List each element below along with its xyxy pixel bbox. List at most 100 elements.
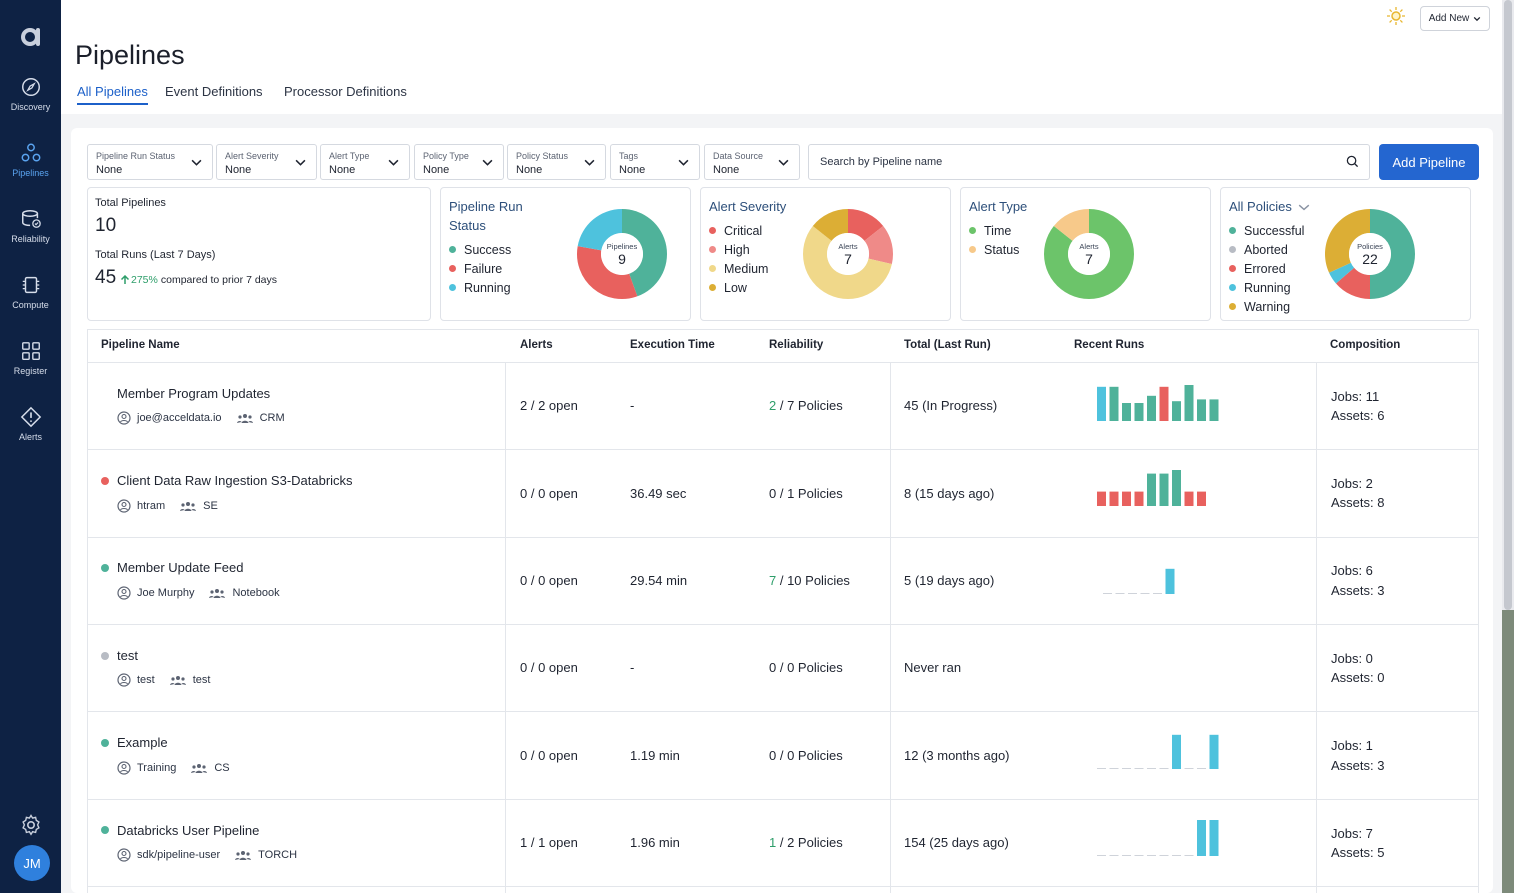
acceldata-logo[interactable] (16, 22, 46, 52)
col-header-total-last-run[interactable]: Total (Last Run) (904, 339, 991, 351)
filter-pipeline-run-status[interactable]: Pipeline Run Status None (87, 144, 213, 180)
col-header-alerts[interactable]: Alerts (520, 339, 553, 351)
reliability-cell[interactable]: 2 / 7 Policies (769, 398, 843, 413)
page-scrollbar[interactable] (1502, 0, 1514, 893)
filter-alert-type[interactable]: Alert Type None (320, 144, 410, 180)
recent-run-bar[interactable] (1172, 401, 1181, 421)
nav-alerts[interactable]: Alerts (0, 406, 61, 466)
reliability-cell[interactable]: 7 / 10 Policies (769, 573, 850, 588)
donut-slice-medium[interactable] (803, 225, 892, 299)
reliability-cell[interactable]: 0 / 0 Policies (769, 748, 843, 763)
recent-run-bar[interactable] (1209, 820, 1219, 856)
donut-slice-low[interactable] (812, 209, 848, 241)
col-header-recent-runs[interactable]: Recent Runs (1074, 339, 1145, 351)
nav-discovery[interactable]: Discovery (0, 76, 61, 136)
recent-run-bar[interactable] (1197, 399, 1206, 421)
nav-register[interactable]: Register (0, 340, 61, 400)
recent-run-bar[interactable] (1165, 568, 1175, 594)
pipeline-name[interactable]: test (117, 648, 138, 663)
pipeline-name[interactable]: Member Program Updates (117, 386, 271, 401)
user-avatar[interactable]: JM (14, 845, 50, 881)
legend-dot (709, 227, 716, 234)
recent-runs-chart[interactable] (1094, 383, 1244, 423)
theme-sun-icon[interactable] (1386, 6, 1406, 26)
donut-slice-successful[interactable] (1370, 209, 1415, 299)
tab-event-definitions[interactable]: Event Definitions (165, 84, 263, 99)
recent-run-bar[interactable] (1172, 734, 1181, 769)
recent-run-bar[interactable] (1159, 473, 1169, 506)
donut-slice-failure[interactable] (577, 246, 638, 299)
recent-run-bar[interactable] (1147, 395, 1156, 421)
recent-run-bar[interactable] (1209, 734, 1219, 769)
policies-title[interactable]: All Policies (1229, 197, 1310, 216)
tab-processor-definitions[interactable]: Processor Definitions (284, 84, 407, 99)
add-pipeline-button[interactable]: Add Pipeline (1379, 144, 1479, 180)
recent-run-bar[interactable] (1109, 491, 1119, 506)
recent-run-bar[interactable] (1134, 403, 1144, 421)
reliability-cell[interactable]: 0 / 1 Policies (769, 486, 843, 501)
search-input[interactable] (809, 145, 1339, 179)
recent-run-bar[interactable] (1172, 470, 1181, 506)
donut-slice-errored[interactable] (1335, 267, 1370, 299)
run-status-card: Pipeline Run Status Success Failure Runn… (440, 187, 691, 321)
recent-run-bar[interactable] (1184, 491, 1194, 506)
recent-runs-chart[interactable] (1094, 731, 1244, 771)
pipeline-name[interactable]: Example (117, 735, 168, 750)
col-header-reliability[interactable]: Reliability (769, 339, 824, 351)
pipeline-name[interactable]: Databricks User Pipeline (117, 823, 260, 838)
recent-run-bar[interactable] (1109, 386, 1119, 421)
donut-slice-warning[interactable] (1325, 209, 1370, 273)
filter-policy-status[interactable]: Policy Status None (507, 144, 606, 180)
nav-pipelines[interactable]: Pipelines (0, 142, 61, 202)
filter-policy-type[interactable]: Policy Type None (414, 144, 504, 180)
reliability-cell[interactable]: 1 / 2 Policies (769, 835, 843, 850)
pipeline-name[interactable]: Client Data Raw Ingestion S3-Databricks (117, 473, 353, 488)
pipeline-owner: Joe Murphy (137, 587, 195, 599)
recent-run-bar[interactable] (1197, 491, 1206, 506)
donut-slice-running[interactable] (1329, 262, 1355, 284)
donut-slice-status[interactable] (1053, 209, 1089, 241)
nav-reliability[interactable]: Reliability (0, 208, 61, 268)
filter-data-source[interactable]: Data Source None (704, 144, 800, 180)
filter-tags[interactable]: Tags None (610, 144, 700, 180)
add-new-button[interactable]: Add New (1420, 6, 1490, 31)
col-header-composition[interactable]: Composition (1330, 339, 1401, 351)
recent-run-bar[interactable] (1122, 491, 1131, 506)
run-status-title: Pipeline Run Status (449, 197, 523, 235)
recent-run-bar[interactable] (1097, 386, 1106, 421)
donut-slice-success[interactable] (622, 209, 667, 297)
donut-slice-time[interactable] (1044, 209, 1134, 299)
recent-runs-chart[interactable] (1094, 818, 1244, 858)
recent-run-bar[interactable] (1184, 385, 1194, 421)
scrollbar-thumb[interactable] (1504, 0, 1512, 610)
recent-runs-chart[interactable] (1100, 556, 1250, 596)
filter-value: None (96, 164, 123, 176)
recent-run-bar[interactable] (1209, 399, 1219, 421)
pipeline-name[interactable]: Member Update Feed (117, 560, 244, 575)
recent-run-bar[interactable] (1122, 403, 1131, 421)
donut-slice-running[interactable] (577, 209, 622, 251)
donut-slice-critical[interactable] (848, 209, 884, 241)
recent-run-empty (1122, 855, 1131, 856)
col-header-execution-time[interactable]: Execution Time (630, 339, 715, 351)
nav-compute[interactable]: Compute (0, 274, 61, 334)
donut-slice-high[interactable] (864, 225, 893, 265)
recent-run-bar[interactable] (1134, 491, 1144, 506)
search-icon[interactable] (1346, 155, 1359, 168)
tab-all-pipelines[interactable]: All Pipelines (77, 84, 148, 105)
recent-run-empty (1184, 855, 1194, 856)
filter-alert-severity[interactable]: Alert Severity None (216, 144, 317, 180)
recent-run-bar[interactable] (1147, 473, 1156, 506)
col-header-pipeline-name[interactable]: Pipeline Name (101, 339, 180, 351)
filter-label: Data Source (713, 151, 764, 161)
recent-run-bar[interactable] (1197, 820, 1206, 856)
recent-run-bar[interactable] (1159, 386, 1169, 421)
settings-gear-icon[interactable] (19, 813, 43, 837)
reliability-cell[interactable]: 0 / 0 Policies (769, 660, 843, 675)
recent-runs-chart[interactable] (1094, 468, 1244, 508)
recent-run-bar[interactable] (1097, 491, 1106, 506)
